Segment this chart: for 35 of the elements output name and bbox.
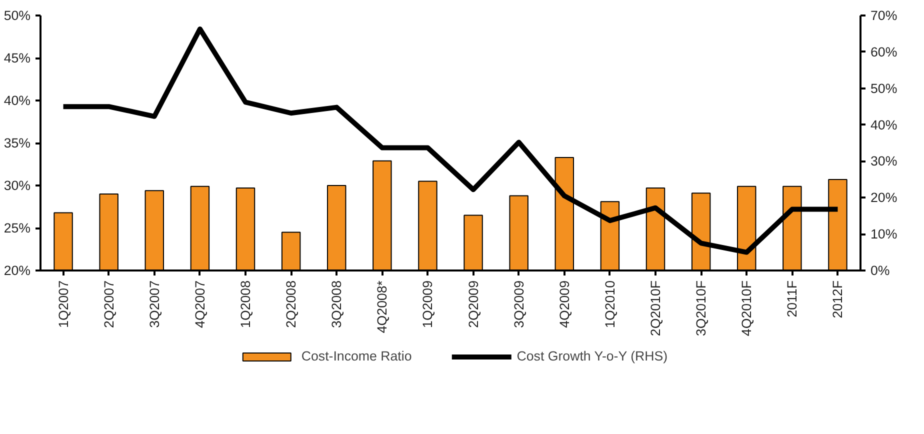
x-tick-label: 2012F: [830, 280, 846, 318]
y2-tick-label: 10%: [870, 226, 898, 242]
x-tick-label: 4Q2007: [192, 280, 208, 328]
y-tick-label: 45%: [4, 50, 31, 66]
x-tick-label: 3Q2010F: [694, 280, 709, 336]
y-tick-label: 25%: [4, 220, 31, 236]
y2-tick-label: 60%: [870, 44, 898, 60]
legend-label: Cost-Income Ratio: [301, 348, 412, 364]
x-tick-label: 3Q2009: [511, 280, 526, 328]
x-tick-label: 1Q2007: [56, 280, 71, 328]
y2-tick-label: 30%: [870, 154, 898, 169]
y-tick-label: 50%: [4, 8, 31, 23]
x-tick-label: 4Q2008*: [374, 280, 390, 334]
x-tick-label: 2Q2010F: [648, 280, 663, 336]
y-tick-label: 30%: [4, 178, 31, 193]
x-tick-label: 1Q2008: [238, 280, 253, 328]
x-tick-label: 3Q2007: [146, 280, 162, 328]
x-tick-label: 2Q2007: [101, 280, 116, 328]
x-tick-label: 4Q2009: [556, 280, 572, 328]
y-tick-label: 40%: [4, 93, 31, 108]
y2-tick-label: 50%: [870, 80, 898, 96]
y2-tick-label: 70%: [870, 8, 898, 23]
x-tick-label: 2Q2008: [284, 280, 299, 328]
x-tick-label: 2011F: [784, 280, 800, 318]
y-tick-label: 35%: [4, 136, 31, 150]
y2-tick-label: 0%: [870, 263, 890, 278]
y2-tick-label: 40%: [870, 117, 898, 132]
legend-label: Cost Growth Y-o-Y (RHS): [516, 348, 668, 364]
x-tick-label: 4Q2010F: [739, 280, 754, 336]
y-tick-label: 20%: [4, 263, 31, 278]
y2-tick-label: 20%: [870, 190, 898, 206]
x-tick-label: 2Q2009: [466, 280, 481, 328]
x-tick-label: 1Q2010: [602, 280, 618, 328]
x-tick-label: 1Q2009: [420, 280, 436, 328]
x-tick-label: 3Q2008: [329, 280, 344, 328]
